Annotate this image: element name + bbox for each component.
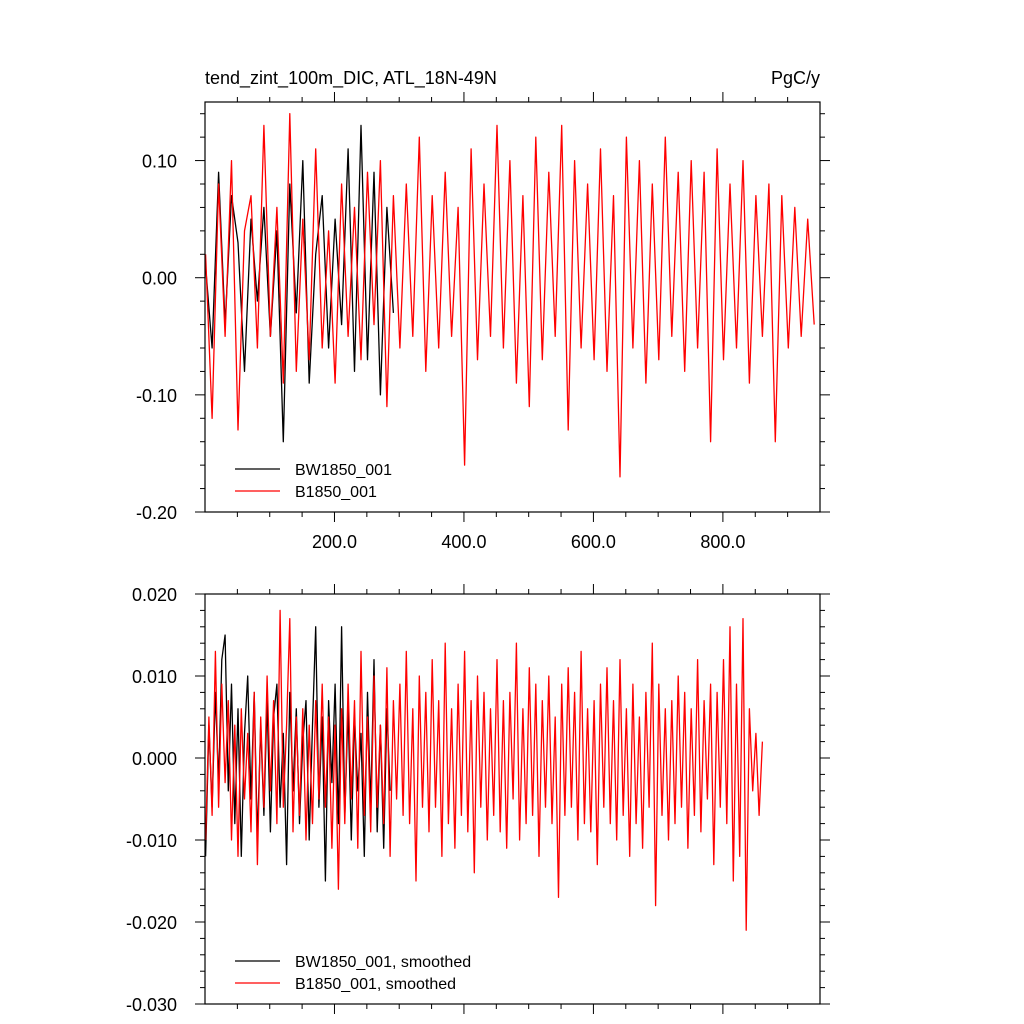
bottom-series-layer <box>204 609 764 931</box>
x-tick-label-raw-2: 600.0 <box>571 532 616 552</box>
y-tick-label-smoothed-1: -0.020 <box>126 913 177 933</box>
title-left: tend_zint_100m_DIC, ATL_18N-49N <box>205 68 497 89</box>
top-plot-frame <box>204 101 821 513</box>
y-tick-label-raw-2: 0.00 <box>142 269 177 289</box>
title-right: PgC/y <box>771 68 820 88</box>
top-series-layer <box>204 113 815 478</box>
y-tick-label-raw-1: -0.10 <box>136 386 177 406</box>
x-tick-label-raw-1: 400.0 <box>441 532 486 552</box>
y-tick-label-smoothed-4: 0.010 <box>132 667 177 687</box>
legend-label-bw1850: BW1850_001 <box>295 462 392 479</box>
x-tick-label-raw-3: 800.0 <box>700 532 745 552</box>
top-axes-layer: 200.0 400.0 600.0 800.0 -0.20 -0.10 0.00 0.10 <box>136 92 830 552</box>
bottom-legend: BW1850_001, smoothed B1850_001, smoothed <box>235 954 471 993</box>
series-line-smoothed-1 <box>204 609 764 931</box>
bottom-axes-layer: -0.030 -0.020 -0.010 0.000 0.010 0.020 <box>126 584 830 1015</box>
x-tick-label-raw-0: 200.0 <box>312 532 357 552</box>
y-tick-label-smoothed-3: 0.000 <box>132 749 177 769</box>
legend-label-b1850-smoothed: B1850_001, smoothed <box>295 976 456 993</box>
bottom-plot-frame <box>204 593 821 1005</box>
y-tick-label-raw-0: -0.20 <box>136 503 177 523</box>
y-tick-label-smoothed-2: -0.010 <box>126 831 177 851</box>
top-legend: BW1850_001 B1850_001 <box>235 462 392 501</box>
y-tick-label-smoothed-0: -0.030 <box>126 995 177 1015</box>
y-tick-label-smoothed-5: 0.020 <box>132 585 177 605</box>
top-panel: 200.0 400.0 600.0 800.0 -0.20 -0.10 0.00 0.10 B… <box>136 92 830 552</box>
y-tick-label-raw-3: 0.10 <box>142 152 177 172</box>
series-line-raw-0 <box>204 124 395 443</box>
bottom-panel: -0.030 -0.020 -0.010 0.000 0.010 0.020 BW1850… <box>126 584 830 1015</box>
legend-label-bw1850-smoothed: BW1850_001, smoothed <box>295 954 471 971</box>
series-line-raw-1 <box>204 113 815 478</box>
legend-label-b1850: B1850_001 <box>295 484 377 501</box>
